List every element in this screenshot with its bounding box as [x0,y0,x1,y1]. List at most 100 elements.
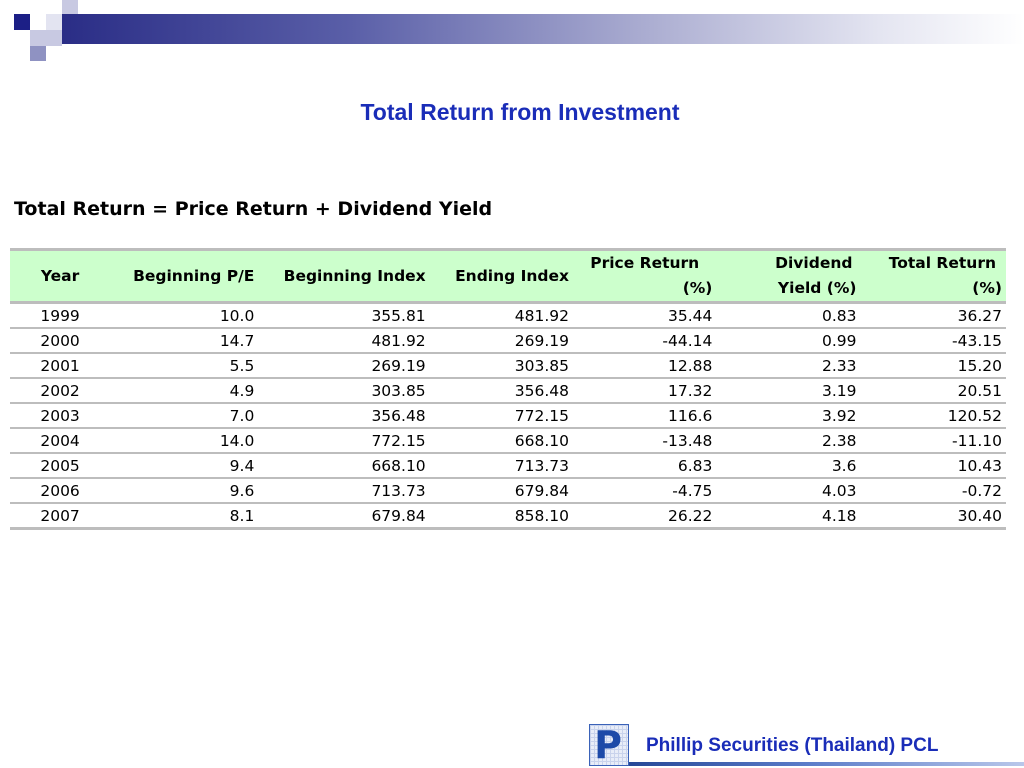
logo-letter: P [594,723,622,767]
table-row: 2004 14.0 772.15 668.10 -13.48 2.38 -11.… [10,428,1006,454]
table-row: 2006 9.6 713.73 679.84 -4.75 4.03 -0.72 [10,478,1006,504]
cell-price-return: -13.48 [573,428,717,454]
header-year-label: Year [40,266,80,285]
cell-dividend-yield: 0.83 [716,302,861,329]
company-name: Phillip Securities (Thailand) PCL [646,735,939,756]
cell-price-return: 35.44 [573,302,717,329]
table-row: 2007 8.1 679.84 858.10 26.22 4.18 30.40 [10,503,1006,530]
deco-square-pale [46,14,62,30]
cell-year: 2007 [10,503,111,530]
cell-total-return: -11.10 [860,428,1006,454]
header-price-return: Price Return (%) [573,248,717,304]
cell-year: 2001 [10,353,111,379]
returns-table: Year Beginning P/E Beginning Index Endin… [10,248,1006,530]
cell-price-return: 17.32 [573,378,717,404]
cell-dividend-yield: 3.6 [716,453,861,479]
cell-dividend-yield: 2.38 [716,428,861,454]
cell-beginning-pe: 9.4 [110,453,259,479]
cell-year: 2000 [10,328,111,354]
header-dividend-yield-line1: Dividend [775,254,853,272]
cell-year: 2004 [10,428,111,454]
cell-beginning-index: 355.81 [258,302,430,329]
table-row: 2000 14.7 481.92 269.19 -44.14 0.99 -43.… [10,328,1006,354]
header-beginning-pe: Beginning P/E [110,248,259,304]
cell-dividend-yield: 0.99 [716,328,861,354]
cell-total-return: -43.15 [860,328,1006,354]
cell-ending-index: 713.73 [429,453,574,479]
cell-ending-index: 679.84 [429,478,574,504]
cell-ending-index: 858.10 [429,503,574,530]
cell-ending-index: 356.48 [429,378,574,404]
table-row: 2005 9.4 668.10 713.73 6.83 3.6 10.43 [10,453,1006,479]
header-year: Year [10,248,111,304]
cell-ending-index: 303.85 [429,353,574,379]
cell-year: 1999 [10,302,111,329]
cell-ending-index: 269.19 [429,328,574,354]
slide-title: Total Return from Investment [360,99,680,125]
table-header-row: Year Beginning P/E Beginning Index Endin… [10,248,1006,304]
table-row: 2002 4.9 303.85 356.48 17.32 3.19 20.51 [10,378,1006,404]
header-price-return-line2: (%) [682,279,713,297]
cell-ending-index: 668.10 [429,428,574,454]
header-total-return-line1: Total Return [888,254,996,272]
table-row: 2003 7.0 356.48 772.15 116.6 3.92 120.52 [10,403,1006,429]
cell-price-return: 12.88 [573,353,717,379]
deco-square-light [46,30,62,46]
cell-price-return: -44.14 [573,328,717,354]
cell-beginning-index: 772.15 [258,428,430,454]
cell-beginning-index: 668.10 [258,453,430,479]
cell-total-return: -0.72 [860,478,1006,504]
cell-beginning-pe: 4.9 [110,378,259,404]
header-dividend-yield-line2: Yield (%) [777,279,857,297]
cell-beginning-pe: 7.0 [110,403,259,429]
deco-square-light [30,30,46,46]
decorative-gradient-bar [62,14,1024,44]
cell-beginning-index: 679.84 [258,503,430,530]
cell-year: 2002 [10,378,111,404]
cell-price-return: 116.6 [573,403,717,429]
cell-price-return: 26.22 [573,503,717,530]
cell-dividend-yield: 2.33 [716,353,861,379]
cell-ending-index: 481.92 [429,302,574,329]
cell-total-return: 120.52 [860,403,1006,429]
cell-beginning-pe: 9.6 [110,478,259,504]
cell-beginning-index: 481.92 [258,328,430,354]
cell-total-return: 36.27 [860,302,1006,329]
cell-total-return: 30.40 [860,503,1006,530]
cell-beginning-index: 303.85 [258,378,430,404]
header-total-return: Total Return (%) [860,248,1006,304]
cell-year: 2003 [10,403,111,429]
cell-beginning-pe: 8.1 [110,503,259,530]
header-dividend-yield: Dividend Yield (%) [716,248,861,304]
cell-beginning-pe: 10.0 [110,302,259,329]
cell-dividend-yield: 4.03 [716,478,861,504]
table-row: 1999 10.0 355.81 481.92 35.44 0.83 36.27 [10,302,1006,329]
cell-total-return: 15.20 [860,353,1006,379]
deco-square-mid [30,46,46,61]
deco-square-light [62,0,78,14]
footer-accent-line [590,762,1024,766]
cell-year: 2006 [10,478,111,504]
cell-beginning-pe: 14.7 [110,328,259,354]
cell-dividend-yield: 4.18 [716,503,861,530]
header-ending-index-label: Ending Index [455,266,570,285]
header-ending-index: Ending Index [429,248,574,304]
cell-beginning-index: 713.73 [258,478,430,504]
header-total-return-line2: (%) [972,279,1002,297]
cell-price-return: 6.83 [573,453,717,479]
decorative-squares [14,0,78,61]
cell-total-return: 10.43 [860,453,1006,479]
table-row: 2001 5.5 269.19 303.85 12.88 2.33 15.20 [10,353,1006,379]
cell-beginning-pe: 14.0 [110,428,259,454]
deco-square-dark [14,14,30,30]
cell-beginning-index: 356.48 [258,403,430,429]
header-beginning-pe-label: Beginning P/E [133,266,255,285]
formula-text: Total Return = Price Return + Dividend Y… [14,198,493,220]
header-beginning-index: Beginning Index [258,248,430,304]
header-price-return-line1: Price Return [590,254,700,272]
cell-total-return: 20.51 [860,378,1006,404]
cell-dividend-yield: 3.19 [716,378,861,404]
cell-year: 2005 [10,453,111,479]
cell-price-return: -4.75 [573,478,717,504]
cell-dividend-yield: 3.92 [716,403,861,429]
